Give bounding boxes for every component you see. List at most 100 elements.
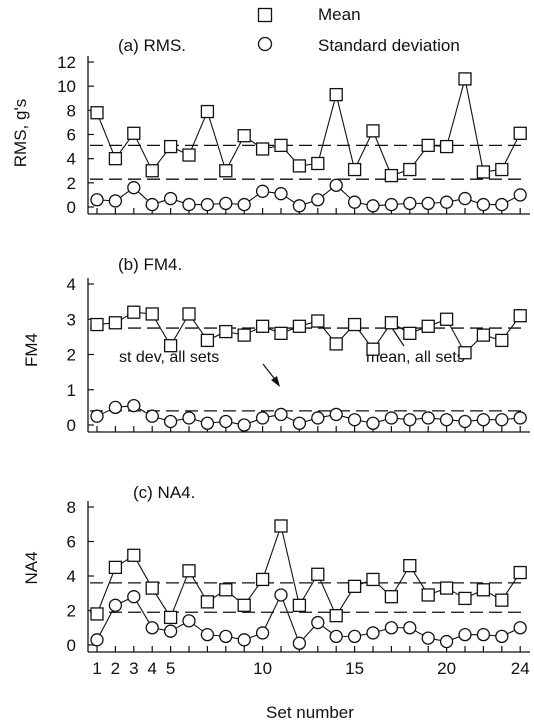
stdev-marker xyxy=(311,615,325,630)
y-tick-label: 4 xyxy=(67,150,76,169)
stdev-marker xyxy=(274,588,288,602)
mean-marker xyxy=(458,346,472,360)
mean-marker xyxy=(476,583,491,597)
mean-marker xyxy=(347,162,362,177)
x-tick-label: 2 xyxy=(111,659,120,678)
mean-series-line xyxy=(96,523,521,619)
mean-marker xyxy=(237,129,251,143)
mean-marker xyxy=(329,337,343,351)
stdev-marker xyxy=(366,199,380,213)
stdev-marker xyxy=(513,621,527,635)
mean-marker xyxy=(274,326,288,341)
panel-a-title: (a) RMS. xyxy=(118,36,186,55)
mean-marker xyxy=(219,324,233,339)
stdev-marker xyxy=(439,195,454,209)
stdev-marker xyxy=(311,193,325,207)
mean-marker xyxy=(163,610,178,625)
legend-sd-label: Standard deviation xyxy=(318,36,460,55)
mean-series-line xyxy=(96,311,521,354)
stdev-marker xyxy=(200,628,215,642)
stdev-marker xyxy=(495,413,509,427)
stdev-marker xyxy=(458,414,472,429)
x-tick-label: 24 xyxy=(511,659,530,678)
mean-marker xyxy=(127,548,141,562)
stdev-marker xyxy=(513,188,527,202)
stdev-marker xyxy=(347,195,362,209)
mean-marker xyxy=(127,126,141,140)
stdev-marker xyxy=(127,181,141,195)
y-tick-label: 8 xyxy=(67,101,76,120)
stdev-marker xyxy=(421,631,435,645)
legend: Mean Standard deviation xyxy=(257,5,460,55)
stdev-marker xyxy=(329,629,343,644)
mean-marker xyxy=(329,609,343,623)
stdev-marker xyxy=(219,196,233,211)
stdev-marker xyxy=(476,628,491,642)
panel-c: 0 2 4 6 8 xyxy=(67,498,530,655)
stdev-marker xyxy=(200,416,215,430)
mean-marker xyxy=(384,168,399,183)
y-tick-label: 12 xyxy=(57,53,76,72)
x-tick-label: 5 xyxy=(166,659,175,678)
stdev-marker xyxy=(237,197,251,212)
mean-marker xyxy=(347,579,362,593)
mean-marker xyxy=(90,317,104,332)
mean-marker xyxy=(108,316,123,330)
mean-marker xyxy=(439,139,454,154)
y-tick-label: 2 xyxy=(67,174,76,193)
stdev-marker xyxy=(292,636,307,650)
mean-marker xyxy=(274,519,288,533)
stdev-marker xyxy=(255,184,270,198)
stdev-marker xyxy=(145,197,159,212)
stdev-marker xyxy=(274,407,288,422)
mean-marker xyxy=(347,317,362,332)
stdev-marker xyxy=(108,598,123,612)
mean-marker xyxy=(237,328,251,342)
mean-marker xyxy=(366,572,380,587)
mean-marker xyxy=(90,607,104,621)
mean-marker xyxy=(219,583,233,597)
annotation-mean-all-sets: mean, all sets xyxy=(366,349,465,366)
mean-marker xyxy=(163,339,178,353)
stdev-marker xyxy=(108,194,123,208)
stdev-marker xyxy=(347,413,362,427)
mean-marker xyxy=(495,333,509,348)
legend-sd-marker xyxy=(257,36,273,52)
stdev-marker xyxy=(237,633,251,647)
y-tick-label: 10 xyxy=(57,77,76,96)
stdev-marker xyxy=(476,197,491,212)
stdev-marker xyxy=(458,628,472,642)
x-tick-label: 20 xyxy=(437,659,456,678)
stdev-marker xyxy=(384,197,399,212)
panel-b: 0 1 2 3 4 xyxy=(67,275,530,435)
y-tick-label: 2 xyxy=(67,346,76,365)
mean-marker xyxy=(421,319,435,333)
mean-marker xyxy=(513,565,527,580)
stdev-marker xyxy=(200,197,215,212)
panel-a: 0 2 4 6 8 10 12 xyxy=(57,53,530,217)
y-tick-label: 0 xyxy=(67,198,76,217)
x-tick-label: 4 xyxy=(147,659,156,678)
mean-marker xyxy=(513,126,527,140)
mean-marker xyxy=(108,560,123,575)
mean-marker xyxy=(495,593,509,607)
mean-marker xyxy=(255,572,270,587)
stdev-marker xyxy=(366,626,380,640)
stdev-marker xyxy=(495,629,509,644)
mean-marker xyxy=(421,138,435,153)
stdev-marker xyxy=(366,416,380,430)
x-axis-label: Set number xyxy=(266,703,354,722)
mean-marker xyxy=(311,156,325,171)
stdev-marker xyxy=(421,196,435,211)
stdev-marker xyxy=(163,191,178,206)
stdev-marker xyxy=(182,411,196,425)
legend-mean-label: Mean xyxy=(318,5,361,24)
x-tick-label: 3 xyxy=(129,659,138,678)
stdev-marker xyxy=(255,626,270,640)
panel-b-annotations: st dev, all sets mean, all sets xyxy=(119,317,465,387)
stdev-marker xyxy=(384,621,399,635)
mean-marker xyxy=(145,164,159,178)
stdev-marker xyxy=(127,590,141,604)
mean-marker xyxy=(403,162,417,177)
stdev-marker xyxy=(513,411,527,425)
